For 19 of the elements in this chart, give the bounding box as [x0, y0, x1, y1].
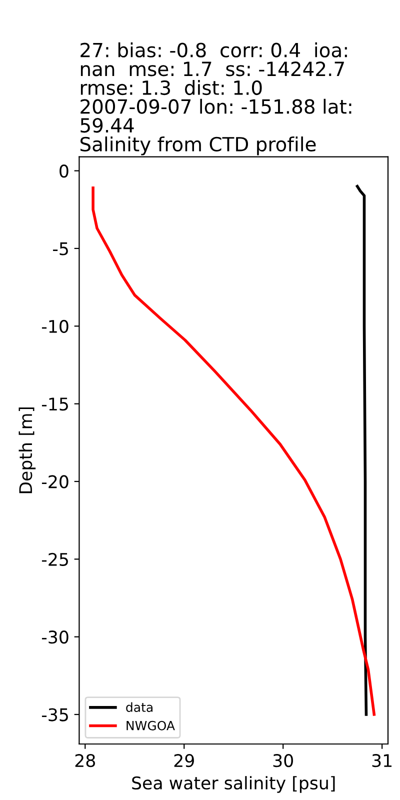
y-tick-label: -10 — [42, 320, 68, 333]
line-series — [92, 186, 376, 716]
x-tick-label: 31 — [372, 754, 392, 768]
y-tick-label: -5 — [53, 242, 68, 256]
x-axis-title: Sea water salinity [psu] — [132, 776, 335, 793]
line-series — [356, 184, 368, 716]
x-tick-label: 30 — [273, 754, 293, 768]
y-tick-label: -35 — [42, 708, 68, 722]
y-axis-title: Depth [m] — [18, 407, 36, 494]
y-tick-label: -25 — [42, 552, 68, 566]
legend-label: NWGOA — [126, 720, 175, 730]
chart-title: 27: bias: -0.8 corr: 0.4 ioa: nan mse: 1.7 ss: -14242.7 rmse: 1.3 dist: 1.0 2007-09-07 lon: -151.88 lat: 59.44 Salinity from CTD profile — [80, 42, 352, 156]
y-tick-label: -15 — [42, 398, 68, 411]
y-tick-label: 0 — [60, 164, 68, 178]
x-tick-label: 29 — [174, 754, 194, 768]
y-tick-label: -20 — [42, 475, 68, 488]
legend-label: data — [126, 702, 152, 712]
x-tick-label: 28 — [75, 754, 95, 768]
y-tick-label: -30 — [42, 630, 68, 644]
